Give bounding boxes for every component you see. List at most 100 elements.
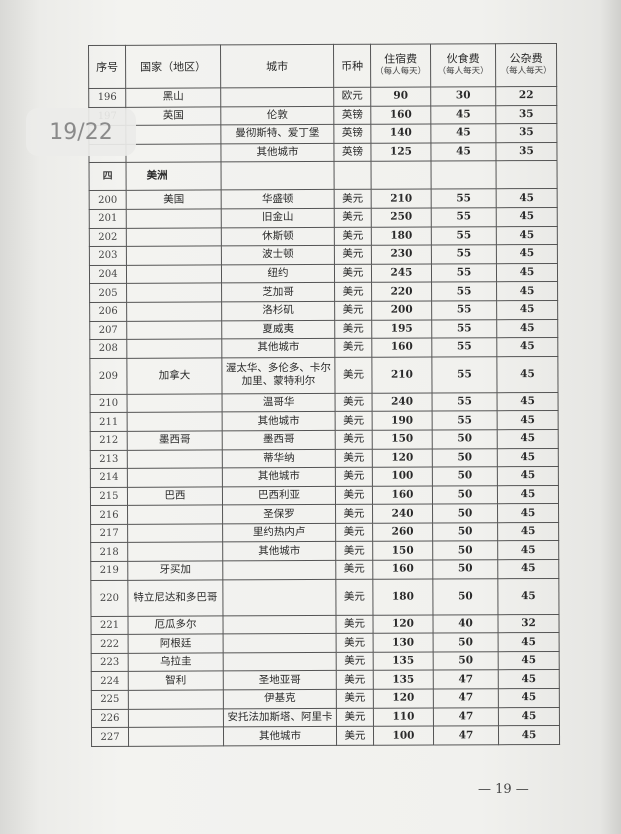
table-row: 212 墨西哥 墨西哥 美元 150 50 45 [90,429,559,450]
cell-lodging: 150 [372,541,433,561]
cell-currency: 美元 [335,614,374,634]
cell-city [222,560,336,580]
cell-country: 美洲 [126,162,222,191]
cell-seq: 210 [90,394,128,413]
cell-city: 圣地亚哥 [223,670,337,690]
cell-currency: 美元 [334,356,373,394]
cell-country: 加拿大 [126,357,223,395]
table-row: 216 圣保罗 美元 240 50 45 [90,503,559,525]
cell-lodging: 230 [371,245,432,265]
cell-seq: 205 [89,283,127,303]
cell-city: 其他城市 [221,338,335,358]
cell-food: 45 [430,142,497,162]
cell-seq: 221 [90,615,129,635]
cell-country [127,412,223,432]
cell-lodging [371,161,432,190]
cell-food: 50 [432,485,498,505]
cell-country [127,505,223,525]
cell-seq: 214 [90,468,128,488]
cell-food: 50 [432,429,498,449]
cell-food: 47 [433,688,499,708]
cell-country [126,283,222,303]
cell-currency: 美元 [334,226,372,246]
cell-city [220,87,334,107]
cell-city: 夏威夷 [221,319,335,340]
cell-city: 休斯顿 [221,226,335,247]
table-row: 224 智利 圣地亚哥 美元 135 47 45 [91,669,560,691]
cell-city: 其他城市 [223,726,337,746]
cell-seq: 200 [89,190,127,210]
cell-city: 其他城市 [220,143,335,163]
cell-currency: 美元 [336,633,374,653]
cell-country: 英国 [125,106,221,126]
cell-food: 45 [430,123,496,143]
cell-country: 智利 [128,671,224,691]
cell-city: 巴西利亚 [222,486,336,506]
cell-city: 蒂华纳 [222,448,336,469]
table-row: 203 波士顿 美元 230 55 45 [89,244,558,266]
table-header-row: 序号 国家（地区） 城市 币种 住宿费 （每人每天） 伙食费 （每人每天） 公杂费（… [88,43,557,89]
cell-lodging: 160 [370,105,431,125]
cell-misc: 22 [495,86,557,106]
cell-misc: 45 [496,356,559,393]
allowance-table: 序号 国家（地区） 城市 币种 住宿费 （每人每天） 伙食费 （每人每天） 公杂费（… [88,43,560,747]
cell-lodging: 100 [373,726,434,746]
header-food-unit: （每人每天） [437,66,489,77]
cell-city: 其他城市 [222,411,336,431]
cell-misc: 45 [496,244,558,264]
header-misc: 公杂费 （每人每天） [495,43,557,87]
cell-seq: 212 [90,431,128,450]
cell-misc: 45 [498,632,560,652]
cell-currency: 英镑 [333,124,371,144]
cell-seq: 219 [90,561,128,581]
cell-currency: 美元 [336,652,374,671]
cell-country [127,468,223,488]
cell-food: 55 [431,282,497,301]
cell-currency: 美元 [335,578,373,616]
cell-seq: 211 [90,412,128,432]
cell-currency: 美元 [334,245,372,265]
cell-misc: 35 [495,123,557,143]
cell-seq: 196 [88,88,126,108]
cell-country [126,320,222,340]
table-row: 曼彻斯特、爱丁堡 英镑 140 45 35 [88,123,557,145]
cell-country [125,125,221,145]
cell-city: 渥太华、多伦多、卡尔加里、蒙特利尔 [221,357,336,394]
cell-lodging: 100 [372,467,433,486]
cell-misc: 45 [497,447,559,467]
cell-lodging: 240 [372,504,433,524]
cell-country [127,449,223,469]
cell-lodging: 180 [371,226,432,246]
cell-lodging: 110 [373,707,434,727]
cell-lodging: 125 [370,142,432,162]
table-row: 217 里约热内卢 美元 260 50 45 [90,522,559,543]
cell-misc [496,160,558,190]
cell-food: 47 [433,670,499,690]
table-row: 206 洛杉矶 美元 200 55 45 [89,300,558,322]
cell-lodging: 120 [372,614,434,634]
cell-country [126,264,222,284]
cell-lodging: 245 [371,263,432,283]
header-food: 伙食费 （每人每天） [430,43,496,88]
cell-seq: 204 [89,265,127,284]
table-row: 226 安托法加斯塔、阿里卡 美元 110 47 45 [91,707,560,728]
cell-seq: 202 [89,227,127,247]
table-row: 208 其他城市 美元 160 55 45 [89,337,558,359]
cell-misc: 45 [496,281,558,301]
cell-misc: 45 [498,688,560,708]
table-row: 223 乌拉圭 美元 135 50 45 [91,651,560,672]
cell-lodging: 240 [372,392,433,412]
cell-food: 55 [431,263,497,283]
cell-currency: 美元 [334,338,372,358]
cell-food: 50 [432,448,498,468]
cell-food: 40 [432,614,499,634]
cell-country [126,208,222,228]
cell-city: 伊基克 [223,689,337,709]
cell-city [222,615,337,635]
cell-currency: 美元 [336,726,374,746]
cell-currency: 美元 [335,485,373,505]
cell-food: 50 [432,541,498,561]
cell-misc: 45 [497,410,559,430]
header-city: 城市 [220,44,334,88]
cell-country [128,727,224,747]
